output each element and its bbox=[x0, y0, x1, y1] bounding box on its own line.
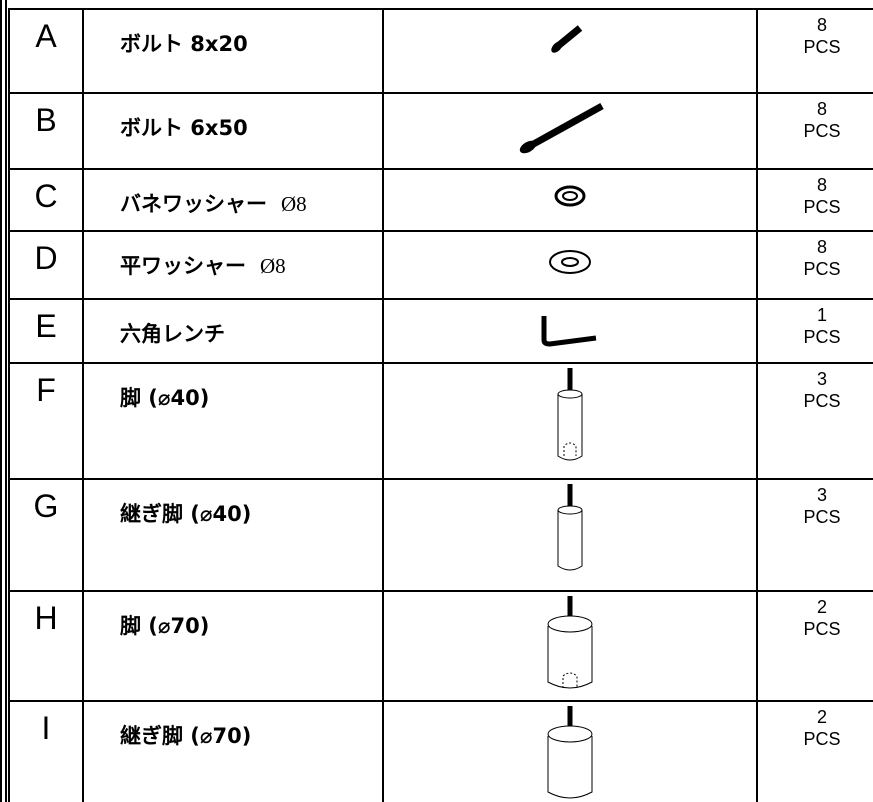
part-qty: 3 bbox=[816, 485, 827, 505]
part-name-cell: ボルト 6x50 bbox=[82, 92, 384, 170]
part-qty: 8 bbox=[816, 175, 827, 195]
part-unit: PCS bbox=[803, 619, 841, 639]
part-image bbox=[382, 230, 758, 300]
part-name: 脚 (⌀70) bbox=[120, 614, 210, 638]
part-row: E 六角レンチ 1 PCS bbox=[8, 298, 873, 364]
part-row: F 脚 (⌀40) 3 PCS bbox=[8, 362, 873, 480]
part-qty-cell: 8 PCS bbox=[756, 230, 873, 300]
part-image bbox=[382, 8, 758, 94]
part-name: 脚 (⌀40) bbox=[120, 386, 210, 410]
part-qty-cell: 2 PCS bbox=[756, 590, 873, 702]
part-qty: 2 bbox=[816, 597, 827, 617]
part-qty-cell: 3 PCS bbox=[756, 362, 873, 480]
part-name: 六角レンチ bbox=[120, 322, 225, 346]
part-name: 継ぎ脚 (⌀70) bbox=[120, 724, 252, 748]
part-qty: 3 bbox=[816, 369, 827, 389]
part-row: B ボルト 6x50 8 PCS bbox=[8, 92, 873, 170]
parts-table: A ボルト 8x20 8 PCS B ボルト 6x50 8 PCS C バネワッシャー Ø8 8 PCS… bbox=[8, 8, 873, 802]
part-spec: Ø8 bbox=[281, 192, 307, 216]
bolt-icon bbox=[519, 102, 604, 154]
part-unit: PCS bbox=[803, 729, 841, 749]
part-unit: PCS bbox=[803, 327, 841, 347]
part-row: I 継ぎ脚 (⌀70) 2 PCS bbox=[8, 700, 873, 802]
part-letter: C bbox=[8, 168, 84, 232]
part-image bbox=[382, 478, 758, 592]
part-unit: PCS bbox=[803, 391, 841, 411]
part-unit: PCS bbox=[803, 197, 841, 217]
part-name: 継ぎ脚 (⌀40) bbox=[120, 502, 252, 526]
part-row: H 脚 (⌀70) 2 PCS bbox=[8, 590, 873, 702]
part-row: A ボルト 8x20 8 PCS bbox=[8, 8, 873, 94]
part-name: バネワッシャー bbox=[120, 192, 267, 216]
bolt-icon bbox=[551, 25, 583, 53]
part-qty: 1 bbox=[816, 305, 827, 325]
part-qty: 8 bbox=[816, 99, 827, 119]
part-qty-cell: 3 PCS bbox=[756, 478, 873, 592]
part-letter: H bbox=[8, 590, 84, 702]
part-name-cell: 継ぎ脚 (⌀40) bbox=[82, 478, 384, 592]
leg-icon bbox=[547, 596, 593, 689]
part-spec: Ø8 bbox=[260, 254, 286, 278]
part-name: 平ワッシャー bbox=[120, 254, 246, 278]
part-name: ボルト 6x50 bbox=[120, 116, 248, 140]
part-letter: E bbox=[8, 298, 84, 364]
part-letter: I bbox=[8, 700, 84, 802]
part-image bbox=[382, 92, 758, 170]
part-unit: PCS bbox=[803, 37, 841, 57]
part-name: ボルト 8x20 bbox=[120, 32, 248, 56]
part-name-cell: 脚 (⌀70) bbox=[82, 590, 384, 702]
part-name-cell: 六角レンチ bbox=[82, 298, 384, 364]
part-qty: 8 bbox=[816, 237, 827, 257]
part-letter: B bbox=[8, 92, 84, 170]
part-unit: PCS bbox=[803, 259, 841, 279]
part-image bbox=[382, 298, 758, 364]
part-unit: PCS bbox=[803, 121, 841, 141]
part-image bbox=[382, 362, 758, 480]
part-name-cell: 平ワッシャー Ø8 bbox=[82, 230, 384, 300]
part-qty: 8 bbox=[816, 15, 827, 35]
part-qty-cell: 8 PCS bbox=[756, 92, 873, 170]
leg-icon bbox=[557, 484, 583, 571]
part-image bbox=[382, 168, 758, 232]
part-row: G 継ぎ脚 (⌀40) 3 PCS bbox=[8, 478, 873, 592]
part-letter: F bbox=[8, 362, 84, 480]
border bbox=[0, 0, 7, 802]
leg-icon bbox=[557, 368, 583, 461]
part-name-cell: バネワッシャー Ø8 bbox=[82, 168, 384, 232]
part-qty-cell: 1 PCS bbox=[756, 298, 873, 364]
wrench-icon bbox=[541, 316, 597, 347]
part-qty-cell: 8 PCS bbox=[756, 8, 873, 94]
part-image bbox=[382, 590, 758, 702]
leg-icon bbox=[547, 706, 593, 799]
washer-icon bbox=[554, 185, 586, 207]
part-image bbox=[382, 700, 758, 802]
part-name-cell: 継ぎ脚 (⌀70) bbox=[82, 700, 384, 802]
part-qty-cell: 8 PCS bbox=[756, 168, 873, 232]
part-qty: 2 bbox=[816, 707, 827, 727]
part-row: C バネワッシャー Ø8 8 PCS bbox=[8, 168, 873, 232]
washer-icon bbox=[549, 250, 591, 274]
part-letter: A bbox=[8, 8, 84, 94]
part-qty-cell: 2 PCS bbox=[756, 700, 873, 802]
part-name-cell: 脚 (⌀40) bbox=[82, 362, 384, 480]
part-unit: PCS bbox=[803, 507, 841, 527]
part-name-cell: ボルト 8x20 bbox=[82, 8, 384, 94]
part-letter: G bbox=[8, 478, 84, 592]
part-row: D 平ワッシャー Ø8 8 PCS bbox=[8, 230, 873, 300]
part-letter: D bbox=[8, 230, 84, 300]
